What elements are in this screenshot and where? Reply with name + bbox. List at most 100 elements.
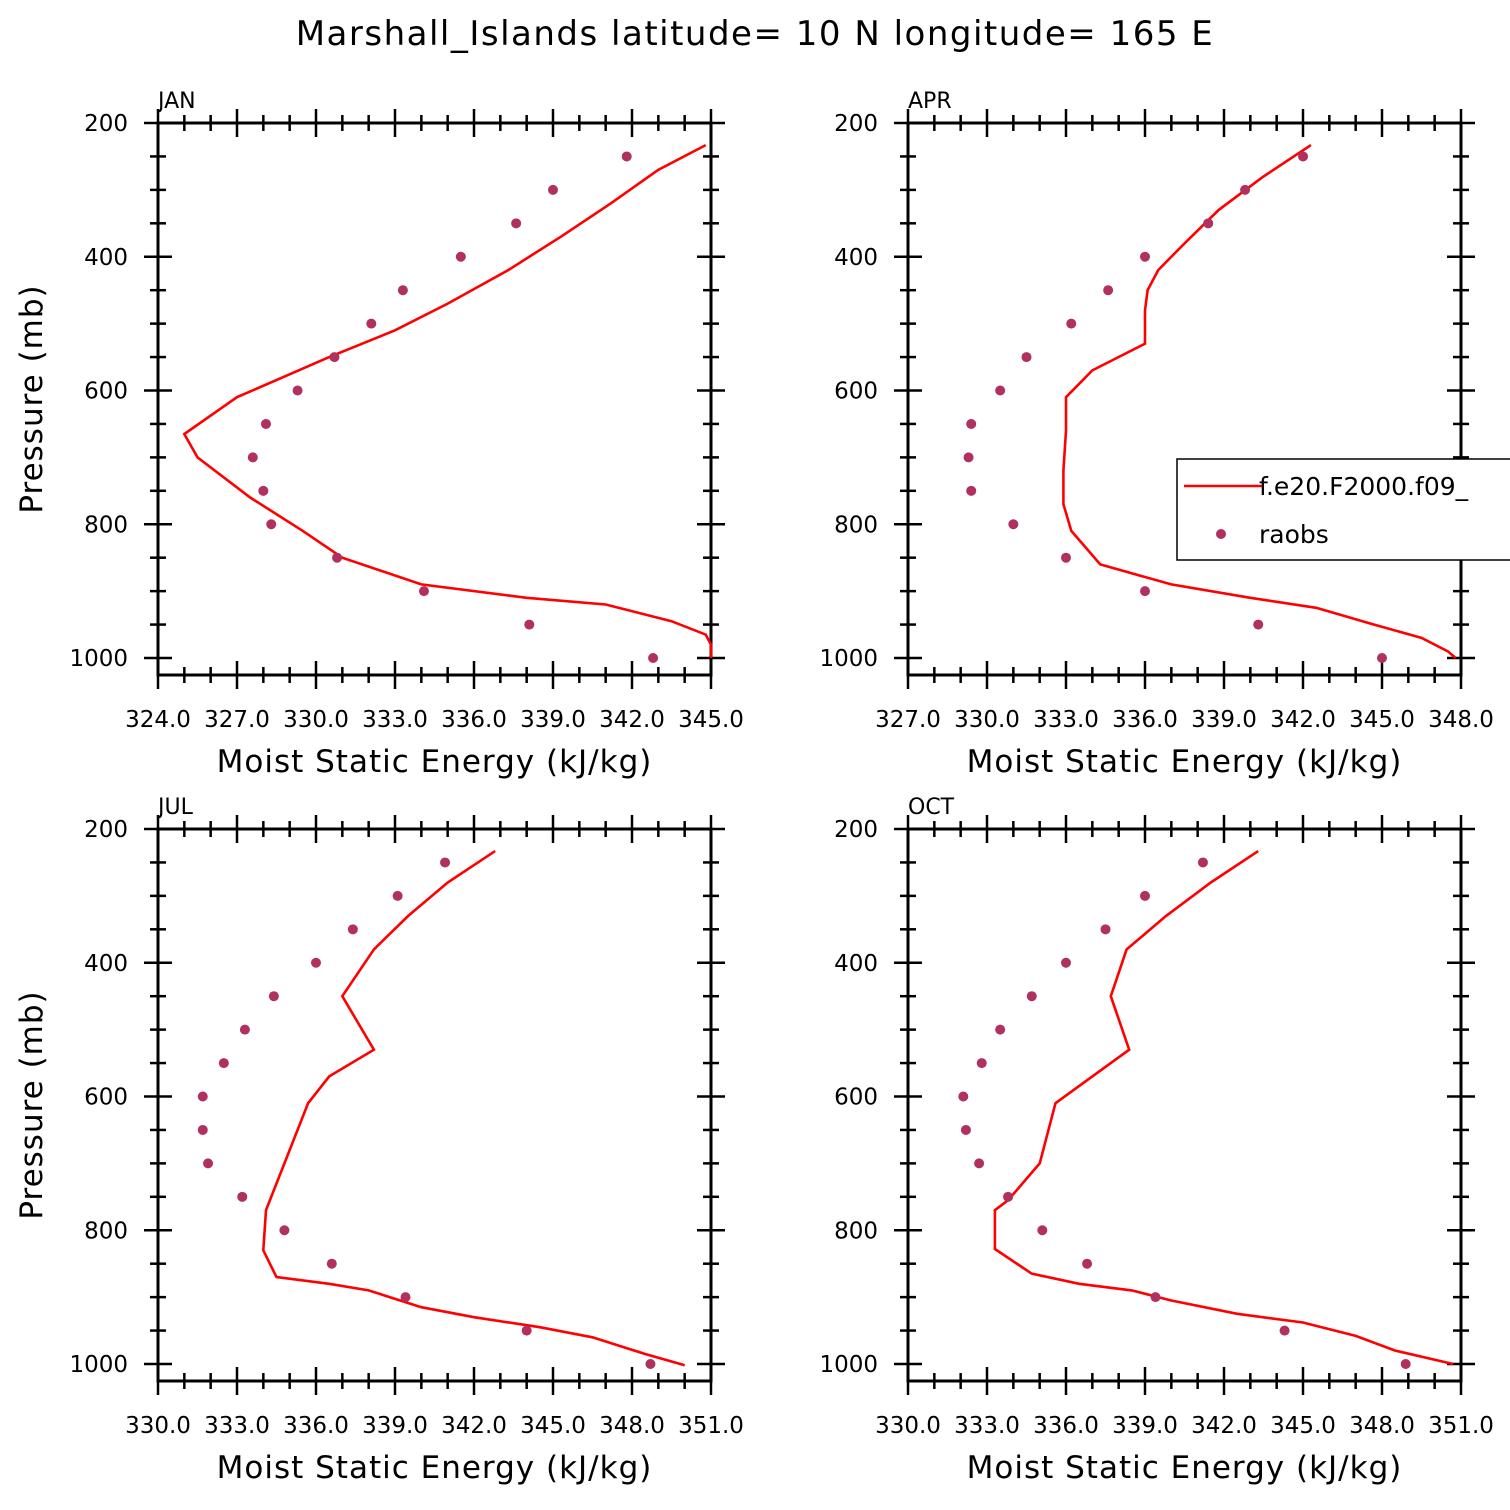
model-line <box>993 850 1454 1366</box>
raobs-point <box>1197 857 1208 868</box>
raobs-point <box>1021 352 1032 363</box>
raobs-point <box>197 1124 208 1135</box>
y-tick-label: 1000 <box>819 1352 878 1378</box>
raobs-point <box>311 957 321 968</box>
x-tick-label: 339.0 <box>362 1413 428 1439</box>
y-tick-label: 200 <box>834 111 878 137</box>
x-tick-label: 327.0 <box>875 707 941 733</box>
raobs-point <box>440 857 451 868</box>
raobs-point <box>1061 552 1071 563</box>
raobs-point <box>1240 184 1251 195</box>
raobs-point <box>266 519 277 530</box>
y-axis-title: Pressure (mb) <box>14 284 50 513</box>
y-tick-label: 800 <box>84 512 128 538</box>
raobs-point <box>347 924 358 935</box>
raobs-point <box>197 1091 208 1102</box>
raobs-point <box>995 385 1006 396</box>
x-tick-label: 324.0 <box>125 707 191 733</box>
x-tick-label: 342.0 <box>599 707 665 733</box>
y-tick-label: 400 <box>834 245 878 271</box>
x-tick-label: 339.0 <box>1112 1413 1178 1439</box>
raobs-point <box>366 318 377 329</box>
x-tick-label: 333.0 <box>204 1413 270 1439</box>
plot-frame <box>156 827 713 1383</box>
raobs-point <box>455 251 466 262</box>
raobs-point <box>976 1058 987 1069</box>
y-tick-label: 200 <box>834 817 878 843</box>
panel-jul: JUL 200 400 600 800 1000 330.0 333.0 336.0 339.0 3… <box>14 795 744 1486</box>
legend-label: raobs <box>1259 520 1329 549</box>
x-tick-label: 342.0 <box>1191 1413 1257 1439</box>
raobs-point <box>958 1091 969 1102</box>
x-tick-label: 336.0 <box>283 1413 349 1439</box>
x-tick-label: 345.0 <box>678 707 744 733</box>
x-axis-title: Moist Static Energy (kJ/kg) <box>217 1450 653 1486</box>
x-tick-label: 342.0 <box>441 1413 507 1439</box>
x-tick-label: 327.0 <box>204 707 270 733</box>
raobs-point <box>260 418 271 429</box>
raobs-point <box>397 285 408 296</box>
x-axis-title: Moist Static Energy (kJ/kg) <box>967 744 1403 780</box>
raobs-point <box>239 1024 250 1035</box>
x-tick-label: 339.0 <box>520 707 586 733</box>
x-axis-title: Moist Static Energy (kJ/kg) <box>967 1450 1403 1486</box>
panel-label: APR <box>908 89 952 114</box>
raobs-point <box>1103 285 1114 296</box>
raobs-point <box>524 619 535 630</box>
legend: f.e20.F2000.f09_raobs <box>1176 458 1510 561</box>
panel-oct: OCT 200 400 600 800 1000 330.0 333.0 336.0 339.0 3… <box>819 795 1493 1486</box>
raobs-point <box>548 184 558 195</box>
panels: JAN 200 400 600 800 1000 324.0 327.0 330.0 333.0 3… <box>14 89 1510 1486</box>
x-tick-label: 330.0 <box>283 707 349 733</box>
panel-label: JUL <box>156 795 194 820</box>
x-tick-label: 345.0 <box>520 1413 586 1439</box>
plot-frame <box>156 121 713 677</box>
legend-label: f.e20.F2000.f09_ <box>1259 472 1469 501</box>
x-tick-label: 342.0 <box>1270 707 1336 733</box>
raobs-point <box>418 586 429 597</box>
raobs-point <box>268 991 279 1002</box>
raobs-point <box>247 452 258 463</box>
x-axis-title: Moist Static Energy (kJ/kg) <box>217 744 653 780</box>
raobs-point <box>1140 890 1150 901</box>
model-line <box>1062 144 1457 659</box>
raobs-point <box>1140 251 1150 262</box>
y-tick-label: 800 <box>84 1218 128 1244</box>
raobs-point <box>960 1124 971 1135</box>
raobs-point <box>1150 1292 1161 1303</box>
legend-marker-swatch <box>1216 529 1226 539</box>
legend-box <box>1176 458 1510 561</box>
raobs-point <box>521 1325 532 1336</box>
x-tick-label: 351.0 <box>678 1413 744 1439</box>
raobs-point <box>1003 1191 1014 1202</box>
raobs-point <box>1008 519 1019 530</box>
raobs-point <box>258 485 269 496</box>
y-tick-label: 1000 <box>69 646 128 672</box>
x-tick-label: 333.0 <box>1033 707 1099 733</box>
raobs-point <box>279 1225 290 1236</box>
x-tick-label: 339.0 <box>1191 707 1257 733</box>
y-axis-title: Pressure (mb) <box>14 990 50 1219</box>
y-tick-label: 200 <box>84 111 128 137</box>
raobs-point <box>237 1191 248 1202</box>
raobs-point <box>966 485 977 496</box>
raobs-point <box>326 1258 337 1269</box>
raobs-point <box>1140 586 1150 597</box>
raobs-point <box>218 1058 229 1069</box>
x-tick-label: 345.0 <box>1349 707 1415 733</box>
x-tick-label: 330.0 <box>875 1413 941 1439</box>
x-tick-label: 348.0 <box>1349 1413 1415 1439</box>
raobs-point <box>1100 924 1111 935</box>
x-tick-label: 336.0 <box>441 707 507 733</box>
x-tick-label: 330.0 <box>125 1413 191 1439</box>
raobs-point <box>648 653 659 663</box>
y-tick-label: 800 <box>834 512 878 538</box>
raobs-point <box>995 1024 1006 1035</box>
raobs-point <box>1061 957 1071 968</box>
x-tick-label: 348.0 <box>1428 707 1494 733</box>
plot-frame <box>906 827 1463 1383</box>
raobs-point <box>292 385 303 396</box>
raobs-point <box>203 1158 214 1169</box>
x-tick-label: 333.0 <box>362 707 428 733</box>
